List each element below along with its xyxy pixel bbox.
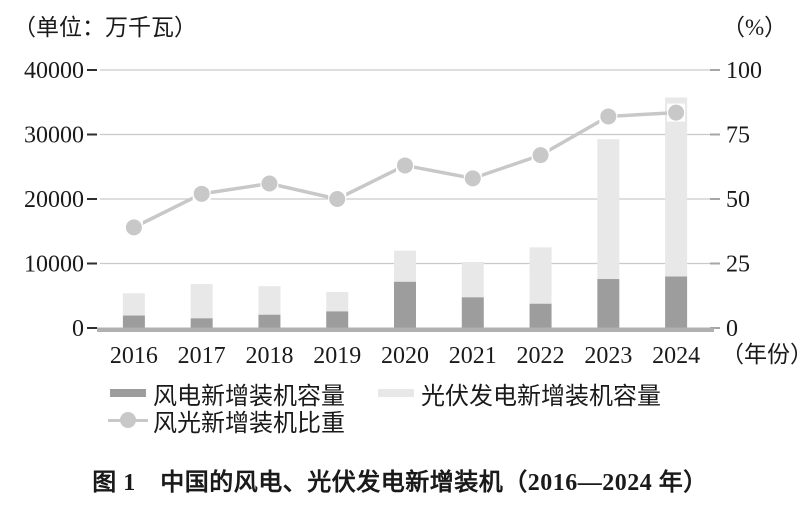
solar-bar <box>326 291 349 312</box>
legend-solar-swatch-icon <box>378 389 414 397</box>
wind-bar <box>258 314 281 328</box>
x-axis-year-label: 2024 <box>652 343 700 369</box>
legend-line-dot-icon <box>120 412 136 428</box>
legend-solar-label: 光伏发电新增装机容量 <box>421 383 661 410</box>
share-marker <box>397 157 413 174</box>
solar-bar <box>258 286 281 315</box>
share-marker <box>532 147 549 164</box>
legend-item-solar: 光伏发电新增装机容量 <box>378 380 661 410</box>
wind-bar <box>122 315 145 328</box>
right-axis-tick-label: 50 <box>726 187 750 213</box>
right-axis-tick-label: 100 <box>726 58 762 84</box>
legend-wind-swatch-icon <box>110 389 146 397</box>
left-axis-unit-label: （单位：万千瓦） <box>13 15 197 40</box>
wind-bar <box>394 281 416 328</box>
share-marker <box>329 191 346 207</box>
legend-wind-label: 风电新增装机容量 <box>153 383 345 410</box>
right-axis-tick-label: 75 <box>726 123 750 149</box>
left-axis-tick-label: 20000 <box>24 187 84 213</box>
x-axis-year-label: 2022 <box>517 343 565 369</box>
solar-bar <box>190 284 213 319</box>
x-axis-year-label: 2016 <box>110 343 158 369</box>
wind-bar <box>326 311 349 328</box>
solar-bar <box>461 261 484 298</box>
figure-caption: 图 1 中国的风电、光伏发电新增装机（2016—2024 年） <box>92 470 708 496</box>
share-marker <box>193 185 210 202</box>
share-marker <box>261 175 278 192</box>
wind-bar <box>461 297 484 328</box>
right-axis-tick-label: 0 <box>726 316 738 342</box>
share-marker <box>668 104 685 121</box>
x-axis-year-label: 2023 <box>584 343 632 369</box>
wind-bar <box>529 303 552 328</box>
share-marker <box>600 108 617 125</box>
share-marker <box>464 170 481 187</box>
solar-bar <box>597 139 620 280</box>
wind-bar <box>190 318 213 328</box>
share-marker <box>125 219 142 236</box>
left-axis-tick-label: 30000 <box>24 123 84 149</box>
axis-baseline <box>97 327 714 332</box>
wind-bar <box>665 276 688 328</box>
legend-line-swatch-icon <box>108 411 148 429</box>
legend-item-wind: 风电新增装机容量 <box>110 380 345 410</box>
left-axis-tick-label: 0 <box>72 316 84 342</box>
legend-share-label: 风光新增装机比重 <box>153 410 345 437</box>
x-axis-year-label: 2021 <box>449 343 497 369</box>
x-axis-suffix-label: （年份） <box>721 342 800 367</box>
x-axis-year-label: 2017 <box>178 343 226 369</box>
legend-item-share: 风光新增装机比重 <box>108 407 345 437</box>
solar-bar <box>394 250 416 282</box>
wind-bar <box>597 279 620 328</box>
left-axis-tick-label: 10000 <box>24 252 84 278</box>
x-axis-year-label: 2018 <box>245 343 293 369</box>
x-axis-year-label: 2020 <box>381 343 429 369</box>
solar-bar <box>529 247 552 304</box>
x-axis-year-label: 2019 <box>313 343 361 369</box>
right-axis-unit-label: （%） <box>722 15 788 40</box>
solar-bar <box>665 97 688 277</box>
solar-bar <box>122 293 145 316</box>
left-axis-tick-label: 40000 <box>24 58 84 84</box>
right-axis-tick-label: 25 <box>726 252 750 278</box>
